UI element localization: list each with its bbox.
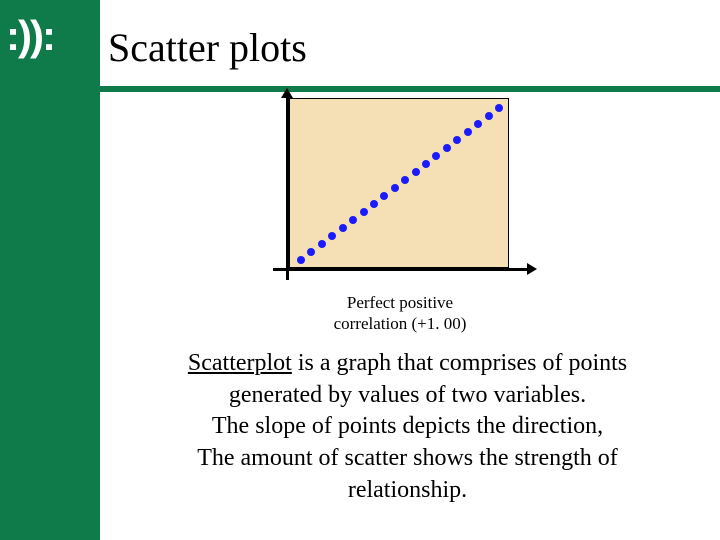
scatter-dot [391,184,399,192]
scatter-dot [339,224,347,232]
scatter-dot [464,128,472,136]
body-line-3: The slope of points depicts the directio… [212,413,603,439]
body-line-5: relationship. [348,477,467,503]
scatter-chart [265,92,535,292]
x-axis [273,268,529,271]
term-scatterplot: Scatterplot [188,350,292,376]
scatter-dot [370,200,378,208]
y-axis-arrow-icon [281,88,293,98]
body-line-1: is a graph that comprises of points [292,350,627,376]
caption-line-1: Perfect positive [347,293,453,312]
body-line-4: The amount of scatter shows the strength… [197,445,618,471]
scatter-dot [485,112,493,120]
page-title: Scatter plots [108,24,307,71]
body-line-2: generated by values of two variables. [229,382,586,408]
body-text: Scatterplot is a graph that comprises of… [110,348,705,506]
caption-line-2: correlation (+1. 00) [334,314,467,333]
scatter-dot [360,208,368,216]
sidebar [0,0,100,540]
x-axis-arrow-icon [527,263,537,275]
y-axis [286,92,289,280]
scatter-dot [412,168,420,176]
scatter-dot [495,104,503,112]
scatter-dot [422,160,430,168]
brand-logo: :)): [6,6,94,66]
scatter-dot [318,240,326,248]
scatter-dot [297,256,305,264]
chart-caption: Perfect positive correlation (+1. 00) [265,292,535,335]
scatter-dot [443,144,451,152]
